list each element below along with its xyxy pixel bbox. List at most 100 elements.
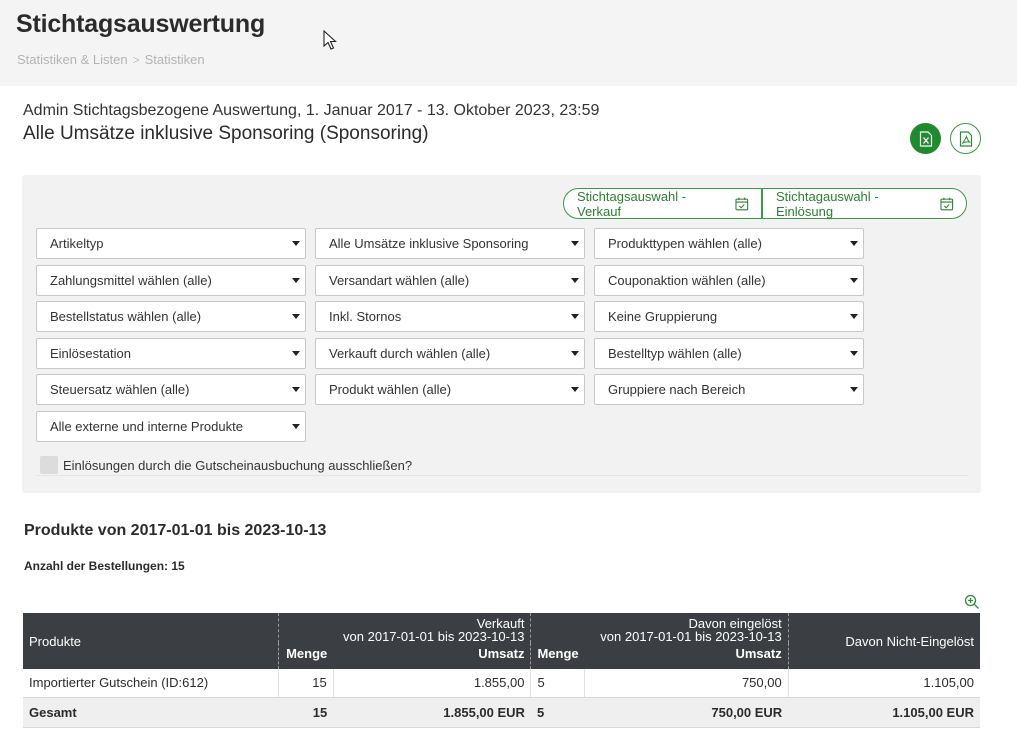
cell-not-redeemed: 1.105,00 bbox=[787, 669, 980, 698]
zoom-in-icon[interactable] bbox=[964, 594, 980, 610]
report-description: Admin Stichtagsbezogene Auswertung, 1. J… bbox=[23, 102, 600, 119]
excel-export-button[interactable] bbox=[910, 123, 941, 154]
column-header-sold: Verkauft von 2017-01-01 bis 2023-10-13 bbox=[277, 613, 531, 644]
select-value: Verkauft durch wählen (alle) bbox=[329, 346, 491, 361]
column-header-redeemed-revenue: Umsatz bbox=[584, 643, 789, 669]
chevron-down-icon bbox=[292, 351, 300, 356]
date-select-sale-button[interactable]: Stichtagsauswahl - Verkauf bbox=[563, 188, 762, 219]
select-product-origin[interactable]: Alle externe und interne Produkte bbox=[36, 411, 306, 442]
select-value: Versandart wählen (alle) bbox=[329, 273, 470, 288]
cell-redeemed-qty: 5 bbox=[530, 669, 585, 698]
select-order-type[interactable]: Bestelltyp wählen (alle) bbox=[594, 338, 864, 369]
select-value: Alle externe und interne Produkte bbox=[50, 419, 243, 434]
select-value: Alle Umsätze inklusive Sponsoring bbox=[329, 236, 529, 251]
chevron-down-icon bbox=[850, 278, 858, 283]
chevron-down-icon bbox=[292, 241, 300, 246]
column-header-not-redeemed: Davon Nicht-Eingelöst bbox=[787, 613, 980, 669]
select-group-by-area[interactable]: Gruppiere nach Bereich bbox=[594, 374, 864, 405]
table-total-row: Gesamt 15 1.855,00 EUR 5 750,00 EUR 1.10… bbox=[23, 697, 980, 728]
exclude-voucher-writeoff-row: Einlösungen durch die Gutscheinausbuchun… bbox=[40, 456, 412, 474]
cell-product: Importierter Gutschein (ID:612) bbox=[23, 669, 279, 698]
chevron-down-icon bbox=[850, 314, 858, 319]
redeemed-title: Davon eingelöst bbox=[688, 616, 782, 631]
cell-total-redeemed-revenue: 750,00 EUR bbox=[584, 697, 789, 728]
cell-sold-revenue: 1.855,00 bbox=[332, 669, 531, 698]
select-revenue-scope[interactable]: Alle Umsätze inklusive Sponsoring bbox=[315, 228, 585, 259]
column-header-products: Produkte bbox=[23, 613, 279, 669]
divider bbox=[36, 475, 968, 476]
products-table: Produkte Verkauft von 2017-01-01 bis 202… bbox=[23, 613, 980, 728]
date-select-redeem-label: Stichtagauswahl - Einlösung bbox=[776, 188, 879, 219]
column-header-sold-qty: Menge bbox=[277, 643, 334, 669]
chevron-down-icon bbox=[292, 314, 300, 319]
chevron-down-icon bbox=[292, 424, 300, 429]
chevron-down-icon bbox=[292, 387, 300, 392]
pdf-export-icon bbox=[959, 130, 972, 147]
select-coupon-campaign[interactable]: Couponaktion wählen (alle) bbox=[594, 265, 864, 296]
select-value: Produkttypen wählen (alle) bbox=[608, 236, 762, 251]
redeemed-range: von 2017-01-01 bis 2023-10-13 bbox=[600, 629, 782, 644]
cell-total-label: Gesamt bbox=[23, 697, 279, 728]
select-value: Couponaktion wählen (alle) bbox=[608, 273, 766, 288]
cell-sold-qty: 15 bbox=[277, 669, 334, 698]
cell-total-sold-qty: 15 bbox=[278, 697, 334, 728]
date-select-redeem-button[interactable]: Stichtagauswahl - Einlösung bbox=[762, 188, 967, 219]
table-row: Importierter Gutschein (ID:612) 15 1.855… bbox=[23, 669, 980, 698]
select-value: Gruppiere nach Bereich bbox=[608, 382, 746, 397]
select-value: Produkt wählen (alle) bbox=[329, 382, 452, 397]
pdf-export-button[interactable] bbox=[950, 123, 981, 154]
chevron-down-icon bbox=[850, 241, 858, 246]
column-header-sold-revenue: Umsatz bbox=[333, 643, 531, 669]
select-tax-rate[interactable]: Steuersatz wählen (alle) bbox=[36, 374, 306, 405]
select-product-types[interactable]: Produkttypen wählen (alle) bbox=[594, 228, 864, 259]
select-value: Bestelltyp wählen (alle) bbox=[608, 346, 742, 361]
select-value: Inkl. Stornos bbox=[329, 309, 402, 324]
cursor-icon bbox=[323, 30, 337, 50]
select-redemption-station[interactable]: Einlösestation bbox=[36, 338, 306, 369]
select-order-status[interactable]: Bestellstatus wählen (alle) bbox=[36, 301, 306, 332]
cell-total-redeemed-qty: 5 bbox=[530, 697, 585, 728]
column-header-redeemed-qty: Menge bbox=[530, 643, 585, 669]
chevron-down-icon bbox=[292, 278, 300, 283]
column-header-redeemed: Davon eingelöst von 2017-01-01 bis 2023-… bbox=[530, 613, 789, 644]
chevron-down-icon bbox=[850, 351, 858, 356]
select-sold-by[interactable]: Verkauft durch wählen (alle) bbox=[315, 338, 585, 369]
select-payment-method[interactable]: Zahlungsmittel wählen (alle) bbox=[36, 265, 306, 296]
orders-count: Anzahl der Bestellungen: 15 bbox=[24, 559, 185, 573]
select-shipping-method[interactable]: Versandart wählen (alle) bbox=[315, 265, 585, 296]
breadcrumb-separator: > bbox=[132, 53, 140, 67]
page-title: Stichtagsauswertung bbox=[16, 10, 266, 38]
excel-export-icon bbox=[919, 130, 932, 147]
select-value: Zahlungsmittel wählen (alle) bbox=[50, 273, 212, 288]
chevron-down-icon bbox=[571, 278, 579, 283]
chevron-down-icon bbox=[571, 241, 579, 246]
select-value: Steuersatz wählen (alle) bbox=[50, 382, 190, 397]
chevron-down-icon bbox=[850, 387, 858, 392]
select-value: Keine Gruppierung bbox=[608, 309, 718, 324]
exclude-voucher-writeoff-checkbox[interactable] bbox=[40, 456, 58, 474]
breadcrumb-item-statistiken-listen[interactable]: Statistiken & Listen bbox=[17, 52, 128, 67]
calendar-icon bbox=[735, 197, 749, 210]
sold-title: Verkauft bbox=[476, 616, 525, 631]
section-title: Produkte von 2017-01-01 bis 2023-10-13 bbox=[24, 522, 327, 539]
exclude-voucher-writeoff-label: Einlösungen durch die Gutscheinausbuchun… bbox=[63, 457, 413, 473]
select-value: Artikeltyp bbox=[50, 236, 104, 251]
select-article-type[interactable]: Artikeltyp bbox=[36, 228, 306, 259]
chevron-down-icon bbox=[571, 314, 579, 319]
select-grouping[interactable]: Keine Gruppierung bbox=[594, 301, 864, 332]
report-subtitle: Alle Umsätze inklusive Sponsoring (Spons… bbox=[23, 123, 429, 144]
select-value: Bestellstatus wählen (alle) bbox=[50, 309, 202, 324]
cell-total-not-redeemed: 1.105,00 EUR bbox=[788, 697, 980, 728]
cell-total-sold-revenue: 1.855,00 EUR bbox=[333, 697, 531, 728]
top-header: Stichtagsauswertung Statistiken & Listen… bbox=[0, 0, 1017, 86]
select-cancellations[interactable]: Inkl. Stornos bbox=[315, 301, 585, 332]
select-product[interactable]: Produkt wählen (alle) bbox=[315, 374, 585, 405]
breadcrumb: Statistiken & Listen > Statistiken bbox=[17, 52, 205, 67]
select-value: Einlösestation bbox=[50, 346, 131, 361]
calendar-icon bbox=[940, 197, 954, 210]
chevron-down-icon bbox=[571, 387, 579, 392]
date-select-sale-label: Stichtagsauswahl - Verkauf bbox=[577, 188, 687, 219]
breadcrumb-item-statistiken[interactable]: Statistiken bbox=[144, 52, 205, 67]
chevron-down-icon bbox=[571, 351, 579, 356]
sold-range: von 2017-01-01 bis 2023-10-13 bbox=[343, 629, 525, 644]
